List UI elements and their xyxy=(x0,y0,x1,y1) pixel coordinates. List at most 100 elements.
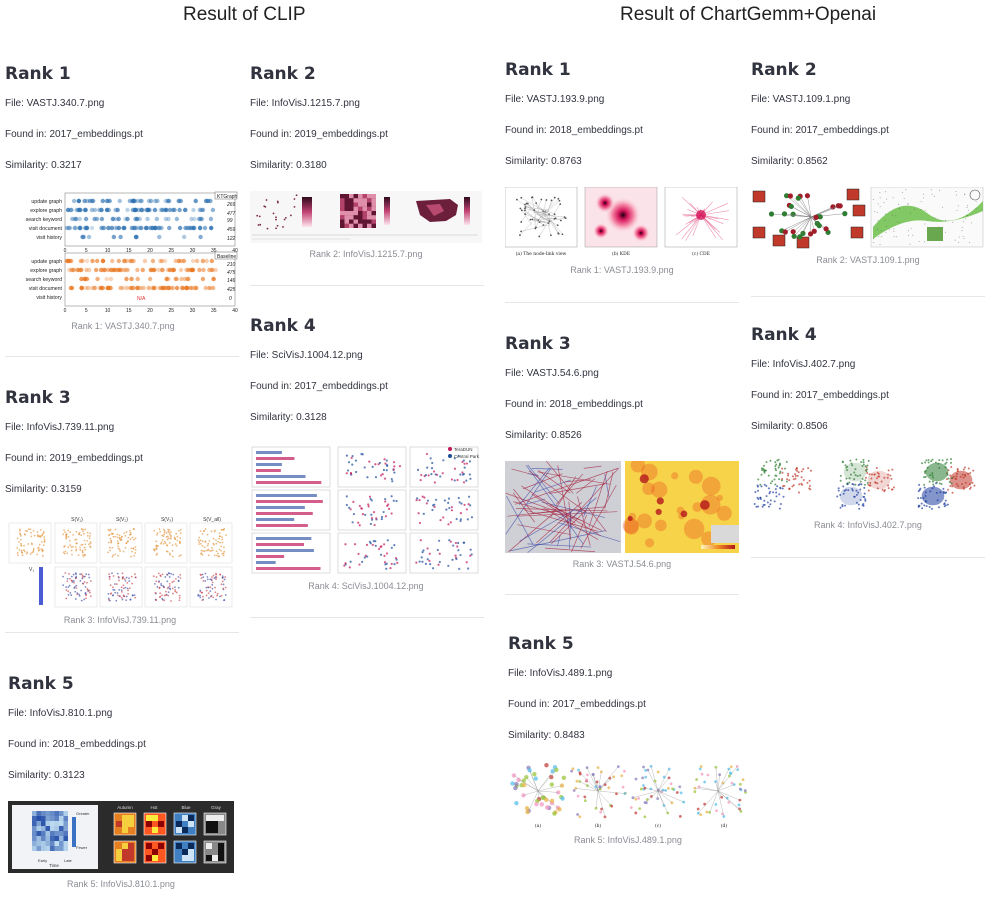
heatmap-cell xyxy=(54,826,59,831)
scatter-point xyxy=(176,539,179,542)
edge xyxy=(519,222,533,236)
heatmap-cell xyxy=(50,821,55,826)
result-thumbnail[interactable] xyxy=(250,191,482,243)
scatter-point xyxy=(465,479,468,482)
scatter-point xyxy=(179,577,182,579)
scatter-point xyxy=(293,205,296,208)
scatter-point xyxy=(432,470,436,473)
tick-label: 15 xyxy=(126,248,132,254)
scatter-point xyxy=(398,464,402,468)
scatter-point xyxy=(159,542,162,545)
tree-node xyxy=(693,790,697,794)
scatter-point xyxy=(178,542,181,545)
cluster-point xyxy=(774,488,777,491)
matrix-cell xyxy=(344,202,349,207)
flow-line xyxy=(527,464,560,505)
timeline-dot xyxy=(157,285,163,291)
tree-node xyxy=(607,786,611,790)
matrix-cell xyxy=(367,223,372,228)
result-thumbnail[interactable]: S(V₁) S(V₂) S(V₃) S(V_all) V₁ xyxy=(5,515,235,609)
scatter-point xyxy=(201,599,204,602)
rank-heading: Rank 3 xyxy=(505,334,571,354)
thumbnail-caption: Rank 2: VASTJ.109.1.png xyxy=(816,255,920,265)
result-thumbnail[interactable]: TeraDUN Central Park xyxy=(250,443,482,575)
scatter-point xyxy=(70,545,73,548)
similarity: Similarity: 0.8763 xyxy=(505,156,582,167)
row-count: 146 xyxy=(227,278,236,284)
result-thumbnail[interactable] xyxy=(751,187,985,249)
timeline-dot xyxy=(189,216,194,222)
cluster-point xyxy=(928,505,931,508)
timeline-dot xyxy=(159,258,165,264)
timeline-dot xyxy=(95,258,100,264)
cluster-point xyxy=(837,489,840,492)
cluster-point xyxy=(765,484,768,487)
tree-node xyxy=(621,785,625,789)
scatter-point xyxy=(115,583,118,585)
result-thumbnail[interactable]: KTGraph Baseline update graph explore gr… xyxy=(5,191,241,315)
scatter-point xyxy=(206,578,209,581)
flow-line xyxy=(588,470,608,528)
speckle-point xyxy=(878,235,880,237)
scatter-point xyxy=(20,542,22,545)
row-label: visit document xyxy=(29,226,63,232)
cluster-point xyxy=(779,470,782,473)
tree-edge xyxy=(595,790,599,809)
cluster-point xyxy=(868,473,871,476)
speckle-point xyxy=(910,227,912,229)
tree-node xyxy=(629,806,633,809)
swatch-cell xyxy=(128,815,134,821)
tree-node xyxy=(554,767,559,773)
result-thumbnail[interactable] xyxy=(751,452,985,514)
scatter-point xyxy=(465,462,469,465)
speckle-point xyxy=(966,214,968,216)
file-name: File: SciVisJ.1004.12.png xyxy=(250,350,363,361)
timeline-dot xyxy=(210,207,216,213)
speckle-point xyxy=(877,228,879,230)
result-thumbnail[interactable]: (a) The node-link view (b) KDE (c) CDE xyxy=(505,187,739,259)
result-thumbnail[interactable]: Time Early Late Greater Fewer Autumn Hot… xyxy=(8,801,234,873)
scatter-point xyxy=(351,463,354,466)
scatter-point xyxy=(275,218,277,221)
heatmap-cell xyxy=(54,846,59,851)
file-name: File: VASTJ.340.7.png xyxy=(5,98,105,109)
scatter-point xyxy=(123,578,126,580)
scatter-point xyxy=(125,595,128,598)
timeline-dot xyxy=(179,285,185,291)
scatter-point xyxy=(202,595,204,598)
heatmap-cell xyxy=(45,811,50,816)
result-thumbnail[interactable]: (a) (b) (c) (d) xyxy=(508,761,748,829)
speckle-point xyxy=(944,219,946,221)
timeline-dot xyxy=(125,267,130,273)
scatter-point xyxy=(208,597,210,599)
tree-node xyxy=(552,811,557,816)
scatter-point xyxy=(86,539,89,542)
scatter-point xyxy=(89,580,92,582)
scatter-point xyxy=(167,591,170,594)
scatter-point xyxy=(109,584,112,587)
cluster-point xyxy=(963,466,966,469)
swatch-cell xyxy=(188,849,194,855)
timeline-dot xyxy=(69,285,75,291)
scatter-point xyxy=(209,578,212,581)
scatter-point xyxy=(214,591,217,594)
scatter-point xyxy=(380,474,383,477)
timeline-dot xyxy=(188,285,193,291)
row-count: 475 xyxy=(227,270,236,276)
scatter-point xyxy=(83,539,86,542)
tree-node xyxy=(738,782,742,786)
scatter-point xyxy=(418,498,421,502)
cluster-point xyxy=(950,482,953,485)
timeline-dot xyxy=(118,234,123,240)
scatter-point xyxy=(389,566,392,570)
scatter-point xyxy=(197,539,200,541)
scatter-point xyxy=(377,547,381,551)
cluster-point xyxy=(870,473,873,476)
result-thumbnail[interactable] xyxy=(505,461,739,553)
scatter-point xyxy=(74,590,77,593)
tree-edge xyxy=(698,790,719,814)
heat-blob xyxy=(671,472,679,480)
timeline-dot xyxy=(79,285,84,291)
scatter-point xyxy=(129,598,132,601)
heatmap-cell xyxy=(50,836,55,841)
